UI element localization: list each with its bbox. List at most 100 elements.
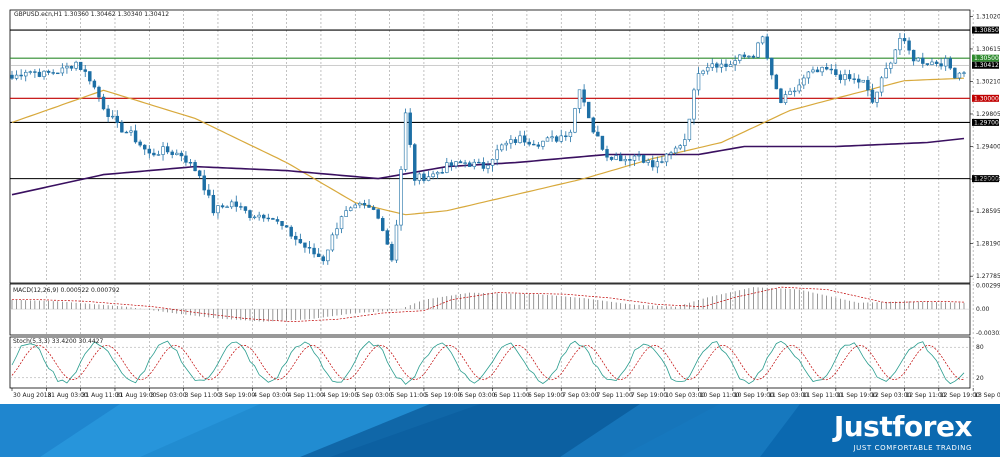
candle-bear xyxy=(838,74,843,80)
candle-bull xyxy=(161,146,165,155)
time-label: 31 Aug 19:00 xyxy=(116,392,157,399)
brand-logo: Justforex JUST COMFORTABLE TRADING xyxy=(834,412,973,453)
candle-bear xyxy=(866,79,870,91)
candle-bear xyxy=(477,161,481,164)
candle-bear xyxy=(907,40,911,51)
candle-bear xyxy=(390,243,394,261)
candle-bull xyxy=(175,152,179,155)
candle-bull xyxy=(252,216,257,219)
candle-bear xyxy=(628,159,632,161)
candle-bull xyxy=(216,205,220,214)
candle-bull xyxy=(962,72,966,74)
candle-bull xyxy=(678,145,682,149)
candle-bull xyxy=(792,90,797,93)
candle-bull xyxy=(445,162,449,173)
time-label: 6 Sep 11:00 xyxy=(494,392,530,399)
candle-bear xyxy=(147,148,152,154)
panel-border-1 xyxy=(9,283,971,336)
candle-bear xyxy=(824,66,829,70)
time-label: 10 Sep 19:00 xyxy=(734,392,774,399)
candle-bull xyxy=(614,155,618,160)
candle-bull xyxy=(788,90,792,95)
candle-bear xyxy=(220,205,225,208)
candle-bull xyxy=(728,64,733,67)
chart-frame xyxy=(9,9,971,389)
candle-bear xyxy=(902,38,907,42)
time-label: 10 Sep 03:00 xyxy=(665,392,705,399)
candle-bear xyxy=(596,131,600,137)
candle-bull xyxy=(802,77,806,86)
candlesticks xyxy=(10,32,966,265)
time-label: 6 Sep 19:00 xyxy=(528,392,564,399)
candle-bull xyxy=(637,154,641,157)
candle-bear xyxy=(316,253,321,258)
candle-bull xyxy=(257,214,261,218)
candle-bear xyxy=(56,72,60,75)
price-label: 1.29805 xyxy=(976,111,1000,118)
stoch-axis-label: 20 xyxy=(976,375,984,382)
candle-bear xyxy=(289,226,293,237)
candle-bull xyxy=(811,69,815,73)
candle-bull xyxy=(705,67,710,72)
price-label: 1.28595 xyxy=(976,208,1000,215)
candle-bull xyxy=(42,70,46,77)
time-label: 7 Sep 03:00 xyxy=(562,392,598,399)
candle-bull xyxy=(568,131,573,138)
candle-bull xyxy=(545,137,550,142)
level-tag-box xyxy=(972,175,999,183)
macd-axis-label: 0.002998 xyxy=(976,283,1000,290)
price-label: 1.30210 xyxy=(976,78,1000,85)
candle-bear xyxy=(115,115,119,123)
candle-bull xyxy=(861,79,866,83)
level-tag-box xyxy=(972,118,999,126)
candle-bull xyxy=(710,63,714,68)
candle-bull xyxy=(559,135,563,142)
candle-bull xyxy=(454,161,458,167)
candle-bear xyxy=(33,71,37,73)
candle-bear xyxy=(294,235,298,240)
candle-bear xyxy=(449,162,454,167)
candle-bear xyxy=(262,214,266,219)
candle-bull xyxy=(957,72,962,79)
candle-bear xyxy=(774,74,779,90)
candle-bear xyxy=(179,152,184,157)
candle-bear xyxy=(321,256,325,262)
time-label: 12 Sep 03:00 xyxy=(871,392,911,399)
level-tag-label: 1.30000 xyxy=(974,95,999,102)
candle-bull xyxy=(110,115,115,118)
candle-bear xyxy=(481,162,486,169)
candle-bear xyxy=(815,69,820,73)
candle-bear xyxy=(69,65,74,69)
candle-bull xyxy=(490,159,495,166)
candle-bear xyxy=(440,172,444,174)
level-tag-box xyxy=(972,26,999,34)
candle-bear xyxy=(307,247,312,249)
candle-bear xyxy=(46,70,51,73)
level-tag-label: 1.29000 xyxy=(974,176,999,183)
candle-bull xyxy=(156,154,161,156)
candle-bear xyxy=(609,156,614,160)
candle-bear xyxy=(467,162,472,167)
candle-bull xyxy=(733,60,737,65)
candle-bull xyxy=(889,62,893,69)
candle-bull xyxy=(664,153,669,163)
level-tag-box xyxy=(972,54,999,62)
candle-bull xyxy=(504,142,509,146)
candle-bear xyxy=(106,108,110,117)
candle-bull xyxy=(655,161,660,168)
candle-bear xyxy=(362,202,367,206)
candle-bull xyxy=(916,57,920,62)
candle-bull xyxy=(229,201,234,208)
candle-bear xyxy=(266,217,271,220)
candle-bear xyxy=(234,201,238,207)
time-label: 3 Sep 11:00 xyxy=(185,392,221,399)
candle-bear xyxy=(641,154,646,163)
candle-bull xyxy=(358,202,362,206)
time-label: 31 Aug 11:00 xyxy=(82,392,123,399)
candle-bull xyxy=(463,162,467,164)
macd-axis-label: -0.003030 xyxy=(976,330,1000,337)
candle-bull xyxy=(879,77,884,93)
candle-bear xyxy=(298,239,303,244)
candle-bear xyxy=(138,141,142,146)
